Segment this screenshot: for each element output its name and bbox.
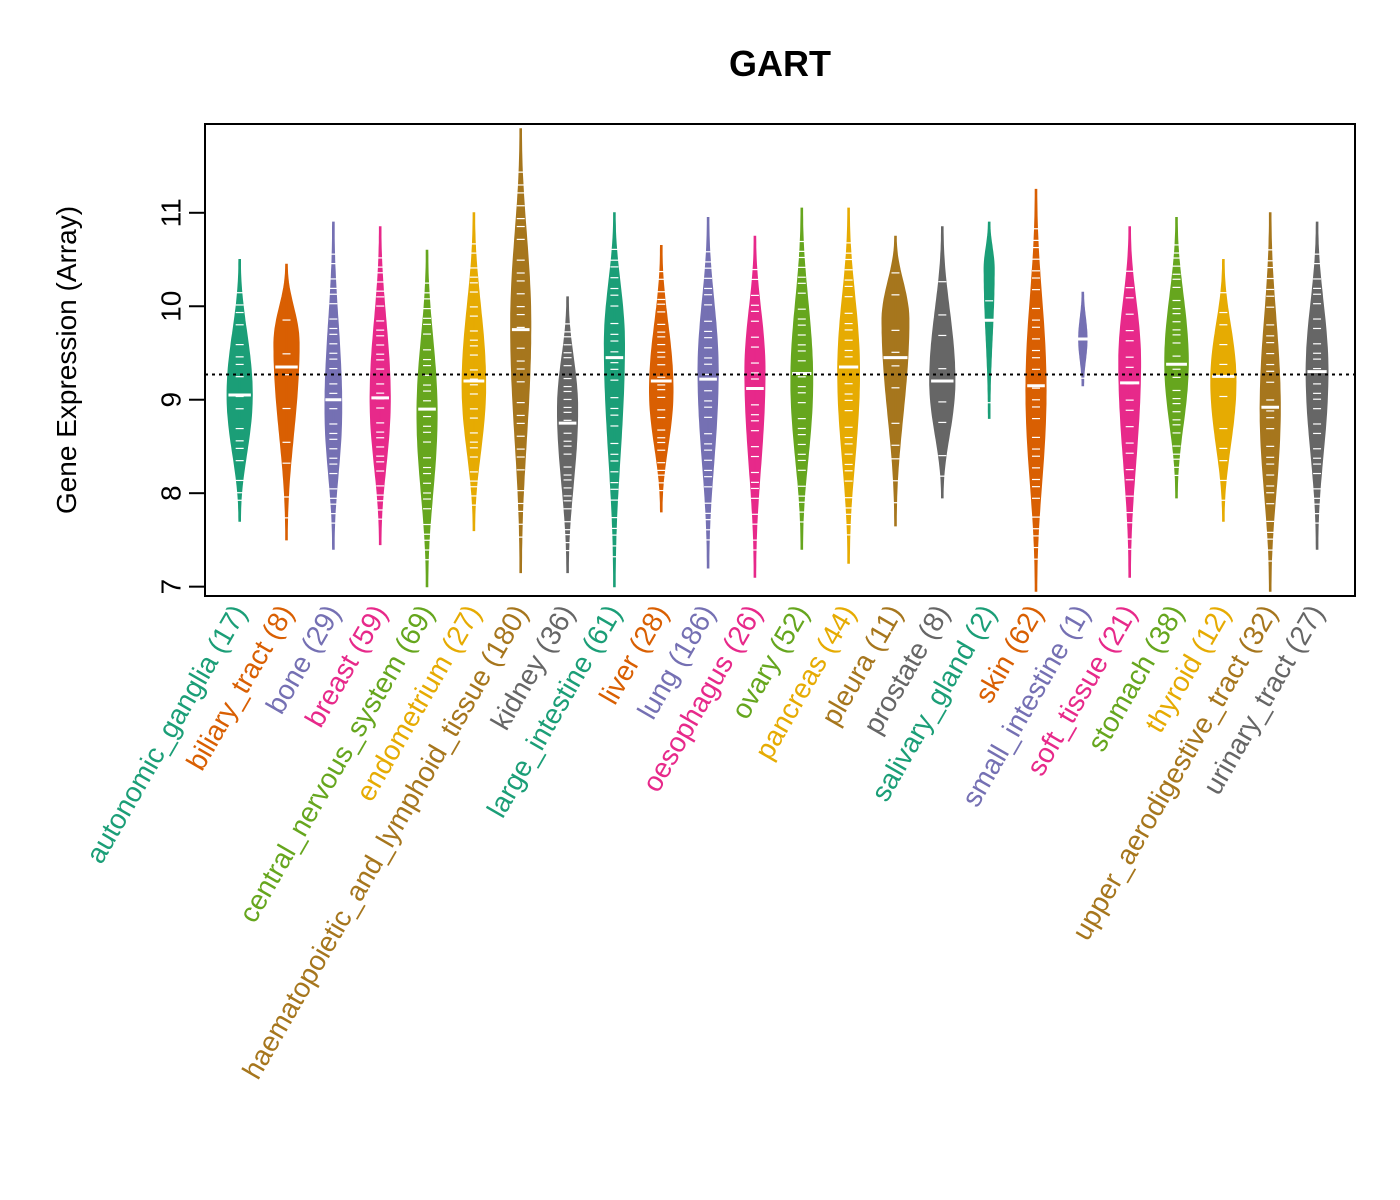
bean-ovary bbox=[790, 207, 814, 550]
x-axis: autonomic_ganglia (17)biliary_tract (8)b… bbox=[80, 600, 1331, 1085]
bean-upper_aerodigestive_tract bbox=[1259, 212, 1281, 592]
y-tick-label: 8 bbox=[155, 485, 186, 501]
bean-kidney bbox=[557, 296, 579, 574]
bean-haematopoietic_and_lymphoid_tissue bbox=[510, 128, 532, 574]
y-tick-label: 11 bbox=[155, 198, 186, 227]
bean-liver bbox=[649, 245, 674, 513]
plot-frame bbox=[204, 123, 1356, 597]
bean-thyroid bbox=[1210, 259, 1237, 522]
bean-pleura bbox=[881, 235, 910, 527]
bean-urinary_tract bbox=[1305, 221, 1329, 550]
bean-central_nervous_system bbox=[416, 249, 438, 588]
y-tick-label: 9 bbox=[155, 392, 186, 408]
bean-salivary_gland bbox=[981, 221, 998, 419]
bean-autonomic_ganglia bbox=[226, 259, 253, 522]
chart-title: GART bbox=[729, 43, 831, 84]
bean-soft_tissue bbox=[1118, 226, 1142, 578]
bean-endometrium bbox=[461, 212, 487, 532]
bean-large_intestine bbox=[603, 212, 625, 588]
bean-stomach bbox=[1164, 217, 1189, 499]
bean-prostate bbox=[929, 226, 956, 499]
bean-bone bbox=[324, 221, 343, 550]
beans-layer bbox=[226, 128, 1329, 592]
bean-breast bbox=[369, 226, 391, 546]
bean-lung bbox=[697, 217, 719, 569]
bean-oesophagus bbox=[744, 235, 766, 578]
y-axis: 7 8 9 10 11 bbox=[155, 198, 205, 594]
bean-small_intestine bbox=[1074, 291, 1091, 387]
y-tick-label: 10 bbox=[155, 291, 186, 322]
bean-pancreas bbox=[837, 207, 860, 564]
bean-biliary_tract bbox=[273, 263, 300, 541]
y-tick-label: 7 bbox=[155, 579, 186, 595]
bean-skin bbox=[1025, 188, 1047, 592]
y-axis-label: Gene Expression (Array) bbox=[51, 206, 82, 514]
